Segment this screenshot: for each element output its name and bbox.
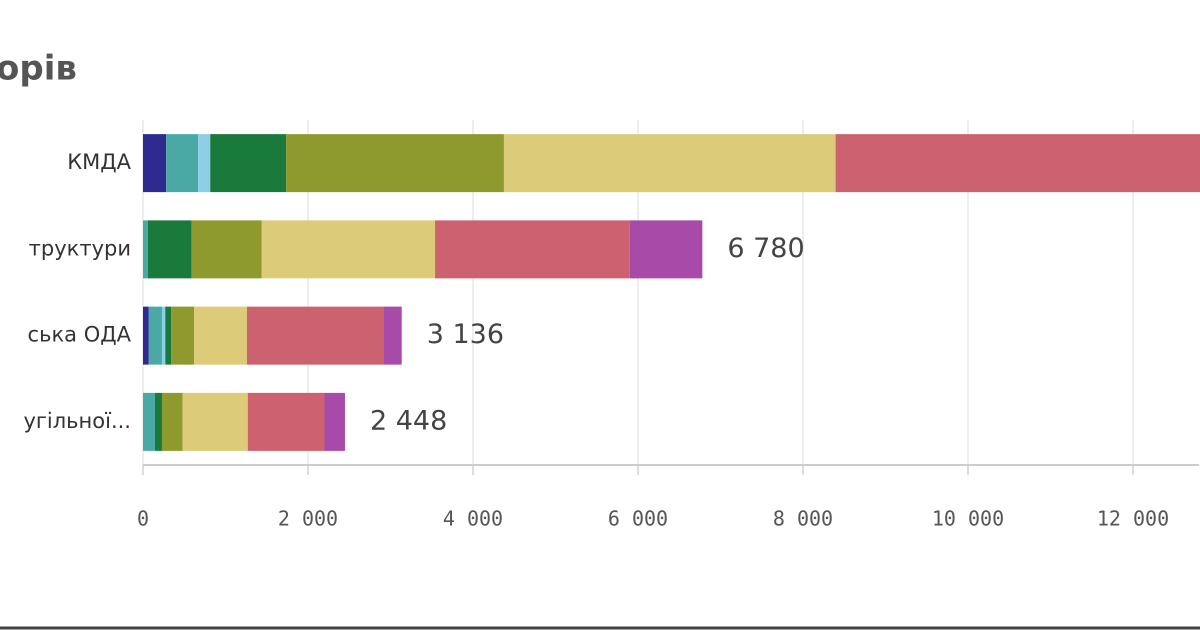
value-label: 6 780 <box>727 233 804 264</box>
bar-segment <box>143 306 149 365</box>
bar-segment <box>148 306 162 365</box>
chart-title: орів <box>0 49 77 89</box>
y-tick-label: труктури <box>29 236 131 260</box>
bar-segment <box>194 306 247 365</box>
x-tick-label: 12 000 <box>1097 507 1169 531</box>
value-label: 2 448 <box>370 405 447 436</box>
bar-segment <box>210 134 287 193</box>
bar-segment <box>261 220 436 279</box>
bar-segment <box>171 306 195 365</box>
bar-segment <box>147 220 192 279</box>
bar-segment <box>143 220 148 279</box>
y-tick-label: ська ОДА <box>28 323 132 347</box>
bar-segment <box>835 134 1200 193</box>
bar-segment <box>629 220 703 279</box>
bar-segment <box>324 392 345 451</box>
x-tick-label: 6 000 <box>608 507 668 531</box>
x-tick-label: 4 000 <box>443 507 503 531</box>
value-label: 3 136 <box>427 319 504 350</box>
x-tick-label: 10 000 <box>932 507 1004 531</box>
y-tick-label: угільної... <box>23 409 131 433</box>
bars <box>143 134 1200 451</box>
bar-segment <box>191 220 262 279</box>
bar-segment <box>246 306 384 365</box>
y-tick-label: КМДА <box>67 150 131 174</box>
bar-segment <box>143 392 155 451</box>
x-tick-label: 0 <box>137 507 149 531</box>
bar-segment <box>154 392 162 451</box>
x-tick-label: 2 000 <box>278 507 338 531</box>
bar-segment <box>383 306 402 365</box>
bar-segment <box>286 134 504 193</box>
bar-segment <box>198 134 211 193</box>
bar-segment <box>503 134 836 193</box>
x-tick-label: 8 000 <box>773 507 833 531</box>
bar-segment <box>161 392 183 451</box>
bar-segment <box>247 392 325 451</box>
bar-segment <box>161 306 166 365</box>
bar-segment <box>166 134 199 193</box>
bar-segment <box>143 134 167 193</box>
bar-segment <box>435 220 630 279</box>
bar-segment <box>165 306 172 365</box>
bar-segment <box>182 392 248 451</box>
